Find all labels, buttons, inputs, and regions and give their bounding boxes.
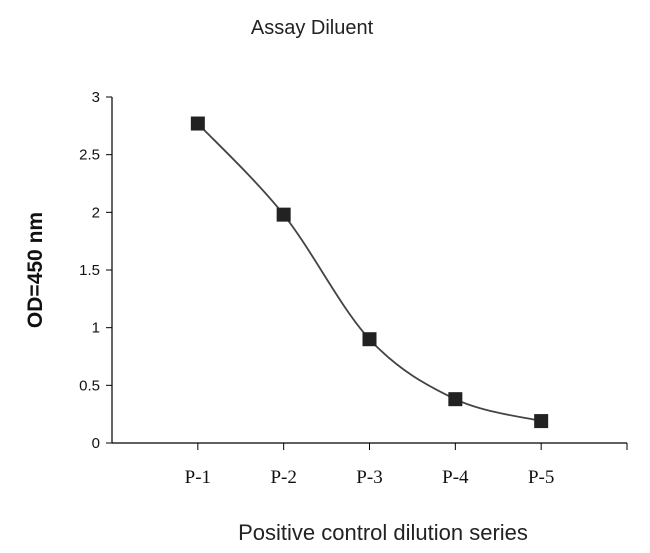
data-point-marker xyxy=(190,116,205,131)
x-tick-label: P-1 xyxy=(185,467,211,488)
y-ticks: 0 0.5 1 1.5 2 2.5 3 xyxy=(79,89,112,452)
x-tick-label: P-4 xyxy=(442,467,469,488)
data-point-marker xyxy=(362,332,377,347)
y-tick-label: 2 xyxy=(92,204,100,221)
axes xyxy=(111,97,627,444)
y-tick-label: 3 xyxy=(92,89,100,106)
y-tick-label: 1.5 xyxy=(79,262,100,279)
data-point-marker xyxy=(534,414,549,429)
chart-title: Assay Diluent xyxy=(251,17,374,39)
data-point-marker xyxy=(276,207,291,222)
y-axis-label: OD=450 nm xyxy=(24,212,47,328)
plot-area xyxy=(190,116,549,429)
x-tick-label: P-2 xyxy=(270,467,296,488)
data-point-marker xyxy=(448,392,463,407)
x-tick-label: P-5 xyxy=(528,467,554,488)
y-tick-label: 2.5 xyxy=(79,147,100,164)
y-tick-label: 0 xyxy=(92,435,100,452)
x-axis-label: Positive control dilution series xyxy=(238,520,528,545)
x-ticks: P-1 P-2 P-3 P-4 P-5 xyxy=(185,443,628,488)
y-tick-label: 1 xyxy=(92,320,100,337)
y-tick-label: 0.5 xyxy=(79,377,100,394)
series-line xyxy=(197,122,542,422)
x-tick-label: P-3 xyxy=(356,467,382,488)
